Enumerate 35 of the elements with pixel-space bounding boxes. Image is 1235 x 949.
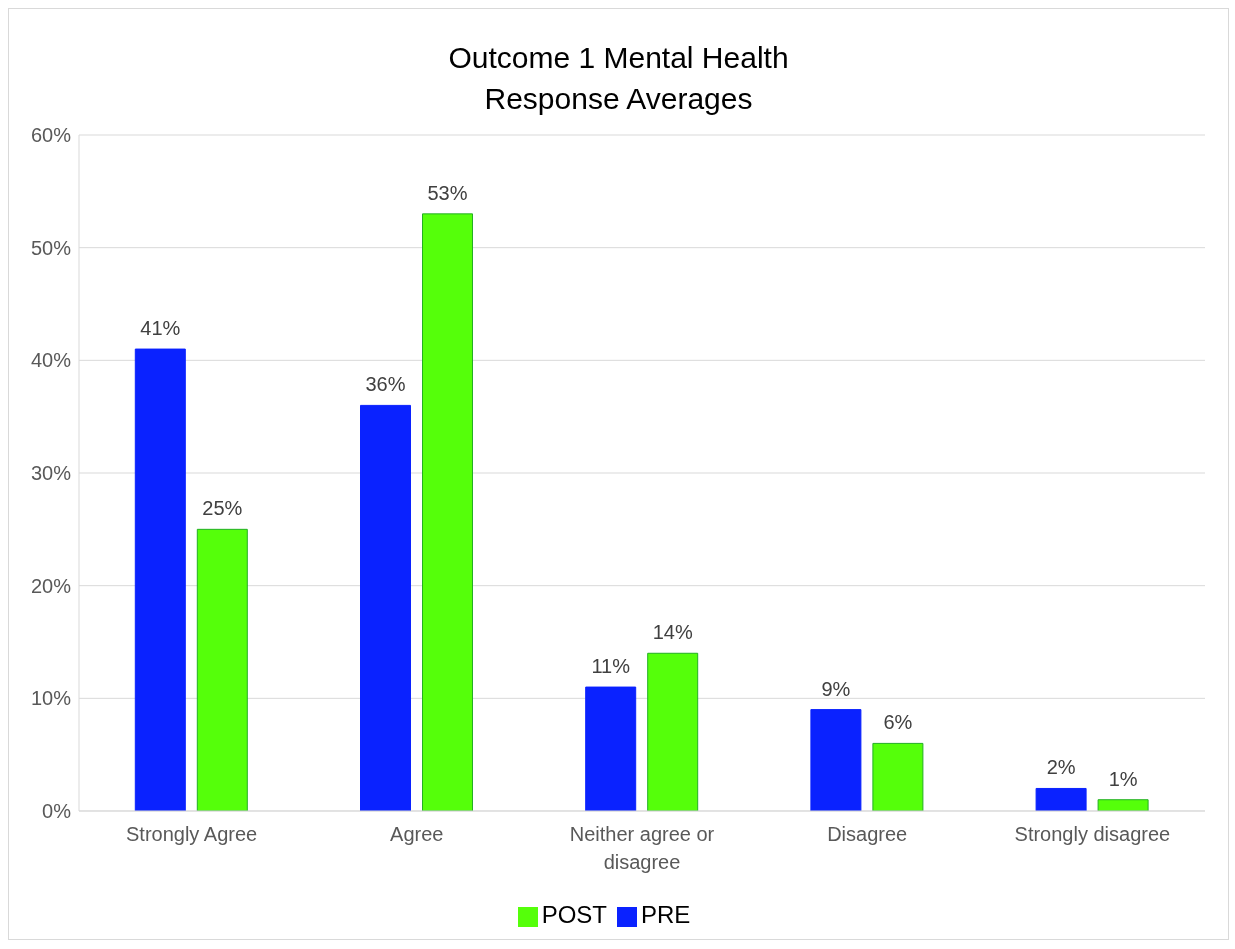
- data-label: 6%: [883, 711, 913, 734]
- legend-label: POST: [541, 901, 607, 928]
- data-label: 25%: [202, 497, 243, 520]
- bar: [1097, 799, 1149, 811]
- bar: [196, 528, 248, 811]
- x-tick-label: Neither agree or disagree: [569, 823, 715, 873]
- y-tick-label: 10%: [30, 687, 72, 710]
- bar: [872, 742, 924, 811]
- legend-label: PRE: [640, 901, 691, 928]
- y-tick-label: 30%: [30, 462, 72, 485]
- y-tick-label: 40%: [30, 349, 72, 372]
- data-label: 41%: [140, 317, 181, 340]
- bar: [422, 213, 473, 811]
- bar: [810, 709, 862, 811]
- data-label: 53%: [427, 181, 468, 204]
- x-tick-label: Agree: [390, 823, 444, 845]
- chart-title: Outcome 1 Mental Health Response Averages: [447, 40, 790, 117]
- x-tick-label: Strongly disagree: [1014, 823, 1171, 845]
- data-label: 36%: [365, 373, 406, 396]
- data-label: 9%: [821, 677, 851, 700]
- y-tick-label: 20%: [30, 574, 72, 597]
- y-tick-label: 60%: [30, 124, 72, 147]
- bar: [585, 686, 637, 811]
- bar: [134, 348, 186, 811]
- x-tick-label: Strongly Agree: [126, 823, 258, 845]
- bar: [647, 652, 699, 811]
- y-tick-label: 0%: [42, 800, 72, 823]
- data-label: 11%: [591, 655, 631, 678]
- data-label: 1%: [1108, 767, 1138, 790]
- x-tick-label: Disagree: [827, 823, 908, 845]
- data-label: 2%: [1046, 756, 1076, 779]
- bar: [1035, 787, 1087, 811]
- y-tick-label: 50%: [30, 236, 72, 259]
- data-label: 14%: [652, 621, 693, 644]
- bar: [360, 404, 411, 811]
